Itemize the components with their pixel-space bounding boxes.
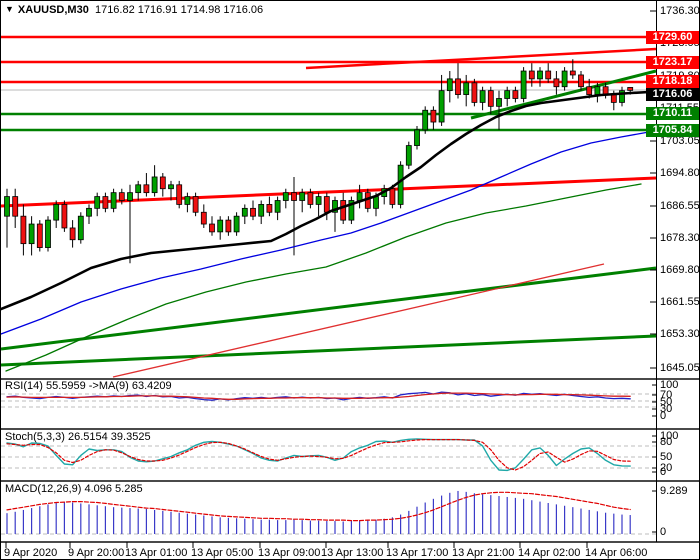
price-tick-label: 1653.30 — [660, 328, 700, 340]
time-axis-label: 14 Apr 02:00 — [518, 547, 581, 559]
stoch-scale-label: 50 — [660, 451, 673, 463]
symbol-timeframe: XAUUSD,M30 — [17, 4, 89, 16]
rsi-indicator-label: RSI(14) 55.5959 ->MA(9) 63.4209 — [5, 380, 172, 392]
time-axis-label: 13 Apr 21:00 — [452, 547, 515, 559]
resistance-price-badge: 1729.60 — [646, 31, 699, 44]
time-axis-label: 13 Apr 09:00 — [258, 547, 321, 559]
trend-lines — [1, 47, 657, 378]
stoch-scale-label: 0 — [660, 466, 667, 478]
axes — [1, 1, 699, 548]
price-tick-label: 1678.30 — [660, 232, 700, 244]
macd-scale-label: 0 — [660, 526, 667, 538]
time-axis-label: 9 Apr 20:00 — [68, 547, 125, 559]
time-axis-label: 13 Apr 17:00 — [386, 547, 449, 559]
price-tick-label: 1694.80 — [660, 167, 700, 179]
rsi-scale-label: 70 — [660, 389, 673, 401]
ohlc-readout: 1716.82 1716.91 1714.98 1716.06 — [94, 4, 264, 16]
price-tick-label: 1645.05 — [660, 362, 700, 374]
price-tick-label: 1669.80 — [660, 264, 700, 276]
time-axis-label: 14 Apr 06:00 — [585, 547, 648, 559]
rsi-scale-label: 0 — [660, 410, 667, 422]
symbol-dropdown-icon[interactable]: ▼ — [5, 4, 14, 14]
price-tick-label: 1736.30 — [660, 5, 700, 17]
time-axis-label: 13 Apr 13:00 — [321, 547, 384, 559]
chart-header: ▼ XAUUSD,M30 1716.82 1716.91 1714.98 1716… — [5, 4, 263, 16]
time-axis-label: 13 Apr 01:00 — [125, 547, 188, 559]
stoch-scale-label: 80 — [660, 436, 673, 448]
current-price-badge: 1716.06 — [646, 88, 699, 101]
stoch-scale-label: 20 — [660, 462, 673, 474]
support-price-badge: 1710.11 — [646, 107, 699, 120]
rsi-scale-label: 100 — [660, 379, 679, 391]
macd-scale-label: 9.289 — [660, 485, 688, 497]
resistance-price-badge: 1723.17 — [646, 56, 699, 69]
price-tick-label: 1686.55 — [660, 200, 700, 212]
stoch-scale-label: 100 — [660, 430, 679, 442]
rsi-scale-label: 50 — [660, 396, 673, 408]
moving-averages — [1, 90, 651, 372]
indicator-panels — [1, 391, 656, 535]
stoch-indicator-label: Stoch(5,3,3) 26.5154 39.3525 — [5, 431, 151, 443]
price-tick-label: 1703.05 — [660, 135, 700, 147]
rsi-scale-label: 30 — [660, 403, 673, 415]
price-tick-label: 1661.55 — [660, 296, 700, 308]
macd-indicator-label: MACD(12,26,9) 4.096 5.285 — [5, 483, 143, 495]
level-lines — [1, 35, 656, 132]
time-axis-label: 13 Apr 05:00 — [191, 547, 254, 559]
support-price-badge: 1705.84 — [646, 124, 699, 137]
candles — [4, 59, 634, 264]
resistance-price-badge: 1718.18 — [646, 75, 699, 88]
time-axis-label: 9 Apr 2020 — [4, 547, 58, 559]
